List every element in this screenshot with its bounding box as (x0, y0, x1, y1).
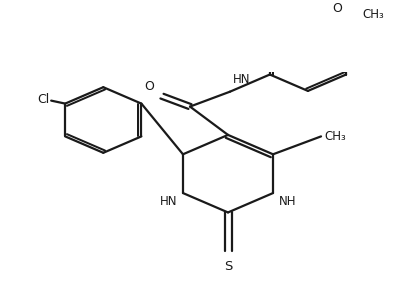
Text: NH: NH (279, 195, 297, 208)
Text: CH₃: CH₃ (324, 130, 346, 143)
Text: Cl: Cl (37, 93, 49, 106)
Text: O: O (332, 2, 342, 15)
Text: CH₃: CH₃ (362, 9, 384, 21)
Text: O: O (144, 80, 154, 93)
Text: S: S (224, 260, 232, 273)
Text: HN: HN (160, 195, 177, 208)
Text: HN: HN (233, 73, 251, 86)
